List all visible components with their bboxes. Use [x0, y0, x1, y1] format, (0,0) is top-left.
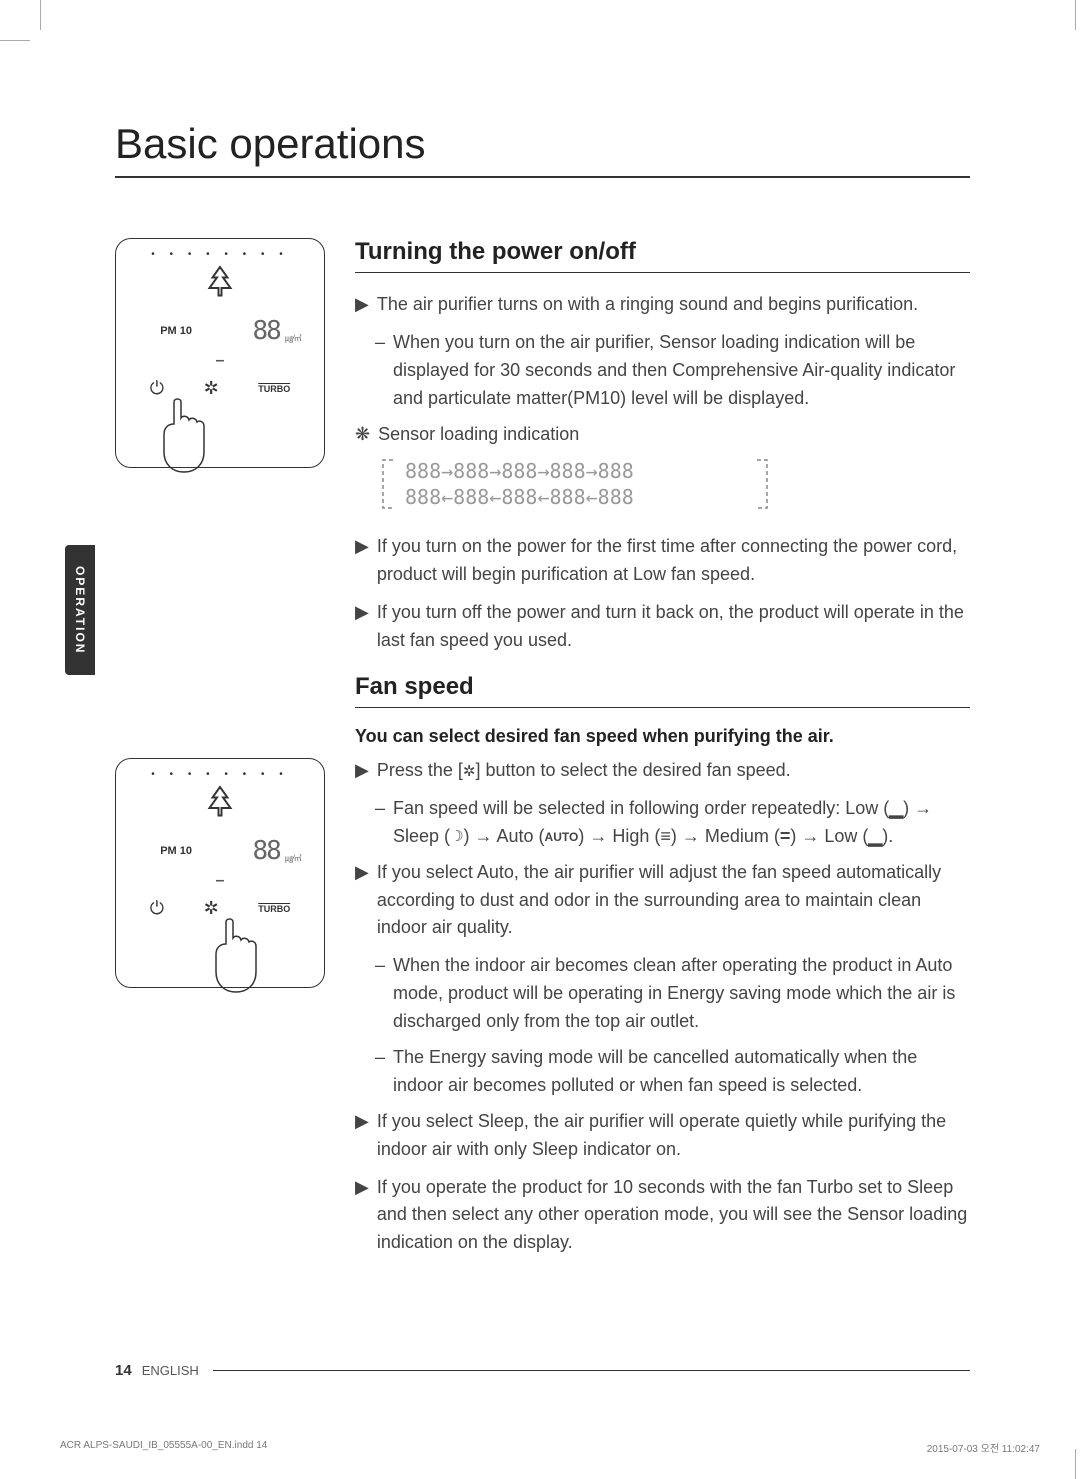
sub-bullet: – When you turn on the air purifier, Sen… [375, 329, 970, 413]
source-file: ACR ALPS-SAUDI_IB_05555A-00_EN.indd 14 [60, 1440, 267, 1455]
triangle-icon: ▶ [355, 859, 369, 943]
language-label: ENGLISH [142, 1363, 199, 1378]
triangle-icon: ▶ [355, 291, 369, 319]
print-metadata: ACR ALPS-SAUDI_IB_05555A-00_EN.indd 14 2… [60, 1440, 1040, 1455]
dash-icon: – [375, 795, 385, 851]
sub-bullet: – Fan speed will be selected in followin… [375, 795, 970, 851]
bullet-text: If you select Auto, the air purifier wil… [377, 859, 970, 943]
bullet: ▶ If you select Auto, the air purifier w… [355, 859, 970, 943]
page-number: 14 [115, 1362, 132, 1379]
page-footer: 14 ENGLISH [115, 1362, 970, 1379]
bullet: ▶ If you operate the product for 10 seco… [355, 1174, 970, 1258]
bullet-text: If you select Sleep, the air purifier wi… [377, 1108, 970, 1164]
fan-icon: ✲ [463, 760, 476, 783]
bullet: ▶ If you turn on the power for the first… [355, 533, 970, 589]
note-text: Sensor loading indication [378, 421, 579, 449]
bullet-text: Press the [✲] button to select the desir… [377, 757, 791, 785]
sub-bullet: – The Energy saving mode will be cancell… [375, 1044, 970, 1100]
bullet: ▶ Press the [✲] button to select the des… [355, 757, 970, 785]
fan-intro: You can select desired fan speed when pu… [355, 726, 970, 747]
sub-text: The Energy saving mode will be cancelled… [393, 1044, 970, 1100]
hand-pointer-icon [146, 394, 206, 474]
section-tab: OPERATION [65, 545, 95, 675]
bullet-text: If you operate the product for 10 second… [377, 1174, 970, 1258]
turbo-icon: TURBO [258, 384, 290, 394]
heading-fan: Fan speed [355, 673, 970, 708]
turbo-icon: TURBO [258, 904, 290, 914]
bullet: ▶ If you turn off the power and turn it … [355, 599, 970, 655]
page-title: Basic operations [115, 120, 970, 168]
svg-text:888→888→888→888→888: 888→888→888→888→888 [405, 459, 634, 483]
segment-display: 88㎍/㎥ [252, 316, 279, 346]
note-icon: ❋ [355, 421, 370, 449]
bullet-text: The air purifier turns on with a ringing… [377, 291, 918, 319]
sleep-icon: ☽ [450, 825, 463, 848]
title-underline [115, 176, 970, 178]
hand-pointer-icon [198, 914, 258, 994]
fan-diagram: • • • • • • • • PM 10 88㎍/㎥ – ⏻ ✲ TURBO [115, 758, 325, 988]
footer-rule [213, 1370, 970, 1371]
segment-display: 88㎍/㎥ [252, 836, 279, 866]
triangle-icon: ▶ [355, 1108, 369, 1164]
triangle-icon: ▶ [355, 599, 369, 655]
print-timestamp: 2015-07-03 오전 11:02:47 [927, 1440, 1040, 1455]
bullet: ▶ If you select Sleep, the air purifier … [355, 1108, 970, 1164]
dash-icon: – [375, 329, 385, 413]
dash-icon: – [375, 952, 385, 1036]
sub-text: When the indoor air becomes clean after … [393, 952, 970, 1036]
triangle-icon: ▶ [355, 757, 369, 785]
bullet: ▶ The air purifier turns on with a ringi… [355, 291, 970, 319]
power-icon: ⏻ [150, 898, 164, 919]
sensor-loading-graphic: 888→888→888→888→888 888←888←888←888←888 [375, 454, 970, 519]
bullet-text: If you turn on the power for the first t… [377, 533, 970, 589]
pm-label: PM 10 [160, 845, 192, 857]
sub-text: When you turn on the air purifier, Senso… [393, 329, 970, 413]
svg-text:888←888←888←888←888: 888←888←888←888←888 [405, 485, 634, 509]
dash-icon: – [375, 1044, 385, 1100]
triangle-icon: ▶ [355, 1174, 369, 1258]
auto-icon: AUTO [545, 830, 579, 844]
power-diagram: • • • • • • • • PM 10 88㎍/㎥ – ⏻ ✲ TURBO [115, 238, 325, 468]
sub-text: Fan speed will be selected in following … [393, 795, 970, 851]
sub-bullet: – When the indoor air becomes clean afte… [375, 952, 970, 1036]
bullet-text: If you turn off the power and turn it ba… [377, 599, 970, 655]
note: ❋ Sensor loading indication [355, 421, 970, 449]
heading-power: Turning the power on/off [355, 238, 970, 273]
pm-label: PM 10 [160, 325, 192, 337]
triangle-icon: ▶ [355, 533, 369, 589]
